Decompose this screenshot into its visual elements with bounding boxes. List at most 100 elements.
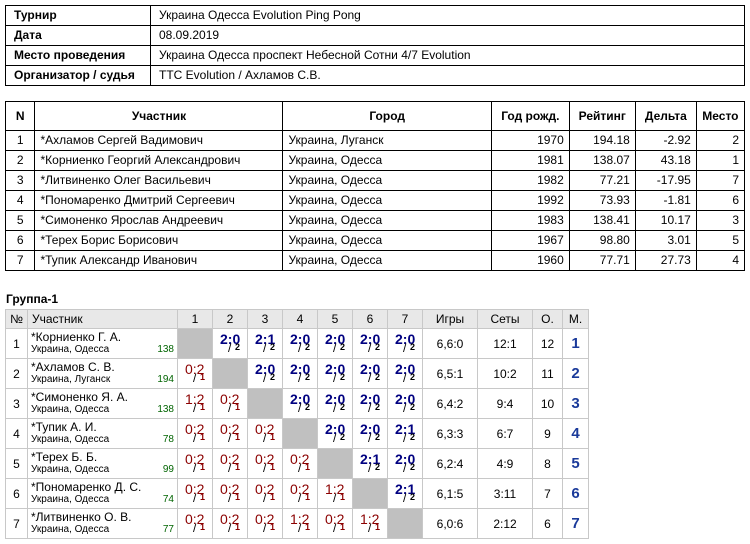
match-points: 1 — [235, 522, 241, 532]
participant-cell: 1967 — [490, 230, 570, 251]
match-result: 2:0/2 — [387, 388, 423, 419]
match-result: 1:2/1 — [317, 478, 353, 509]
match-points: 1 — [270, 492, 276, 502]
group-header: 2 — [212, 309, 248, 329]
match-sets: 0:2 — [185, 421, 205, 437]
self-cell — [247, 388, 283, 419]
match-sets: 0:2 — [290, 481, 310, 497]
score-separator: / — [193, 491, 197, 505]
match-result: 0:2/1 — [177, 478, 213, 509]
group-player-cell: *Корниенко Г. А. Украина, Одесса 138 — [27, 328, 178, 359]
participants-header: Дельта — [634, 101, 697, 131]
match-points: 1 — [200, 522, 206, 532]
participant-cell: 73.93 — [568, 190, 636, 211]
match-points: 2 — [410, 462, 416, 472]
player-info: Украина, Луганск 194 — [31, 374, 174, 386]
group-player-cell: *Ахламов С. В. Украина, Луганск 194 — [27, 358, 178, 389]
participant-cell: Украина, Одесса — [282, 250, 492, 271]
participant-cell: Украина, Одесса — [282, 150, 492, 171]
participant-cell: -2.92 — [634, 130, 697, 151]
participant-cell: 6 — [695, 190, 746, 211]
match-points: 1 — [270, 432, 276, 442]
match-points: 1 — [270, 522, 276, 532]
match-score: 2:0/2 — [391, 450, 419, 475]
player-name: *Тупик А. И. — [31, 420, 97, 434]
score-separator: / — [298, 341, 302, 355]
participant-cell: 1981 — [490, 150, 570, 171]
group-row-number: 6 — [5, 478, 28, 509]
match-score: 2:0/2 — [356, 390, 384, 415]
match-points: 1 — [305, 522, 311, 532]
group-points: 9 — [532, 418, 563, 449]
group-points: 8 — [532, 448, 563, 479]
group-header: 5 — [317, 309, 353, 329]
match-score: 0:2/1 — [251, 480, 279, 505]
match-sets: 2:0 — [220, 331, 241, 347]
participant-row: 5 *Симоненко Ярослав Андреевич Украина, Од… — [4, 210, 746, 231]
score-separator: / — [263, 461, 267, 475]
match-points: 1 — [270, 462, 276, 472]
group-place: 6 — [562, 478, 589, 509]
score-separator: / — [228, 431, 232, 445]
match-sets: 2:0 — [360, 361, 381, 377]
match-points: 2 — [305, 342, 311, 352]
participant-cell: 1 — [695, 150, 746, 171]
player-city: Украина, Одесса — [31, 344, 110, 355]
group-header: № — [5, 309, 28, 329]
match-sets: 0:2 — [325, 511, 345, 527]
match-result: 0:2/1 — [212, 388, 248, 419]
match-sets: 0:2 — [255, 481, 275, 497]
participant-cell: 7 — [4, 250, 36, 271]
group-sets: 2:12 — [477, 508, 533, 539]
participants-header: Место — [695, 101, 746, 131]
group-games: 6,1:5 — [422, 478, 478, 509]
match-sets: 2:0 — [255, 361, 276, 377]
score-separator: / — [193, 371, 197, 385]
group-sets: 4:9 — [477, 448, 533, 479]
match-sets: 0:2 — [220, 451, 240, 467]
participant-cell: -17.95 — [634, 170, 697, 191]
match-result: 0:2/1 — [247, 448, 283, 479]
match-score: 2:0/2 — [286, 360, 314, 385]
participant-row: 1 *Ахламов Сергей Вадимович Украина, Луган… — [4, 130, 746, 151]
participant-cell: Украина, Одесса — [282, 170, 492, 191]
info-label: Турнир — [5, 5, 151, 26]
score-separator: / — [368, 461, 372, 475]
match-result: 1:2/1 — [352, 508, 388, 539]
group-row-number: 1 — [5, 328, 28, 359]
player-rating: 77 — [162, 524, 174, 535]
match-result: 0:2/1 — [177, 508, 213, 539]
match-sets: 0:2 — [290, 451, 310, 467]
match-score: 2:1/2 — [391, 420, 419, 445]
score-separator: / — [228, 521, 232, 535]
participant-cell: 1983 — [490, 210, 570, 231]
player-city: Украина, Одесса — [31, 464, 110, 475]
player-rating: 99 — [162, 464, 174, 475]
participant-cell: *Тупик Александр Иванович — [34, 250, 284, 271]
info-row: Организатор / судья TTC Evolution / Ахлам… — [5, 65, 745, 86]
group-games: 6,2:4 — [422, 448, 478, 479]
match-points: 1 — [200, 432, 206, 442]
match-result: 0:2/1 — [317, 508, 353, 539]
group-player-cell: *Пономаренко Д. С. Украина, Одесса 74 — [27, 478, 178, 509]
participant-cell: 77.71 — [568, 250, 636, 271]
player-name: *Литвиненко О. В. — [31, 510, 132, 524]
group-sets: 6:7 — [477, 418, 533, 449]
match-sets: 2:0 — [395, 391, 416, 407]
participant-cell: *Ахламов Сергей Вадимович — [34, 130, 284, 151]
score-separator: / — [263, 371, 267, 385]
match-sets: 0:2 — [255, 451, 275, 467]
match-score: 2:0/2 — [391, 330, 419, 355]
match-points: 2 — [340, 432, 346, 442]
self-cell — [212, 358, 248, 389]
match-score: 0:2/1 — [216, 450, 244, 475]
match-score: 2:0/2 — [356, 360, 384, 385]
match-points: 2 — [270, 342, 276, 352]
match-score: 2:0/2 — [391, 360, 419, 385]
group-player-cell: *Симоненко Я. А. Украина, Одесса 138 — [27, 388, 178, 419]
match-sets: 1:2 — [290, 511, 310, 527]
match-score: 2:0/2 — [216, 330, 244, 355]
group-row: 4 *Тупик А. И. Украина, Одесса 78 0:2/1 0:2/1… — [5, 418, 589, 449]
self-cell — [317, 448, 353, 479]
player-name: *Терех Б. Б. — [31, 450, 98, 464]
